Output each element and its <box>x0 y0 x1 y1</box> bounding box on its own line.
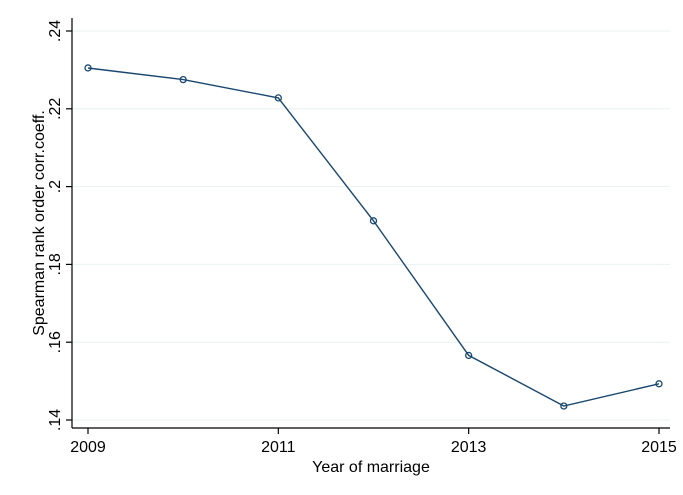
x-tick-label: 2011 <box>261 439 296 456</box>
y-tick-label: .14 <box>47 409 64 431</box>
data-point <box>84 64 92 72</box>
series-line <box>87 67 660 407</box>
data-point <box>369 217 378 225</box>
y-tick-label: .24 <box>47 20 64 42</box>
data-point <box>560 402 568 410</box>
y-tick-label: .2 <box>47 180 64 193</box>
x-tick-label: 2015 <box>641 439 677 456</box>
x-axis-title: Year of marriage <box>312 459 430 476</box>
data-point <box>655 380 663 388</box>
y-tick-label: .18 <box>47 253 64 275</box>
x-tick-label: 2009 <box>70 439 106 456</box>
y-axis-ticks: .14 .16 .18 .2 .22 .24 <box>47 20 72 431</box>
x-tick-label: 2013 <box>451 439 487 456</box>
gridlines <box>72 30 670 421</box>
data-point <box>465 351 473 360</box>
y-axis-title: Spearman rank order corr.coeff. <box>31 110 48 336</box>
y-tick-label: .22 <box>47 98 64 120</box>
data-point <box>179 75 187 84</box>
y-tick-label: .16 <box>47 331 64 353</box>
series-points <box>84 64 663 410</box>
data-point <box>274 94 282 102</box>
x-axis-ticks: 2009 2011 2013 2015 <box>70 428 677 456</box>
